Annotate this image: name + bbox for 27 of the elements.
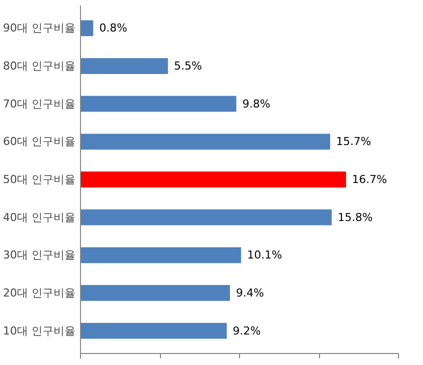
data-label: 9.4% [236, 286, 264, 300]
data-label: 15.8% [338, 210, 373, 224]
data-label: 10.1% [247, 248, 282, 262]
y-tick-label: 40대 인구비율 [3, 210, 76, 224]
data-label: 5.5% [174, 60, 202, 73]
bar [80, 322, 227, 339]
bar [80, 247, 242, 264]
data-label: 15.7% [336, 135, 372, 148]
data-label: 9.2% [232, 324, 261, 338]
y-tick-label: 80대 인구비율 [3, 60, 76, 73]
bar [80, 96, 236, 112]
y-tick-label: 50대 인구비율 [3, 173, 76, 186]
y-tick-label: 10대 인구비율 [3, 324, 76, 338]
y-tick-label: 90대 인구비율 [3, 22, 76, 35]
data-label: 16.7% [352, 173, 387, 186]
y-tick-label: 70대 인구비율 [3, 97, 76, 110]
bar [80, 209, 332, 226]
bar [80, 134, 330, 150]
data-label: 0.8% [99, 22, 128, 35]
bar [80, 58, 168, 74]
y-tick-label: 30대 인구비율 [3, 248, 76, 262]
bar [80, 285, 230, 301]
bar [80, 20, 94, 36]
data-label: 9.8% [242, 97, 270, 110]
y-tick-label: 60대 인구비율 [3, 135, 76, 148]
y-tick-label: 20대 인구비율 [3, 286, 76, 300]
bar [80, 172, 346, 188]
